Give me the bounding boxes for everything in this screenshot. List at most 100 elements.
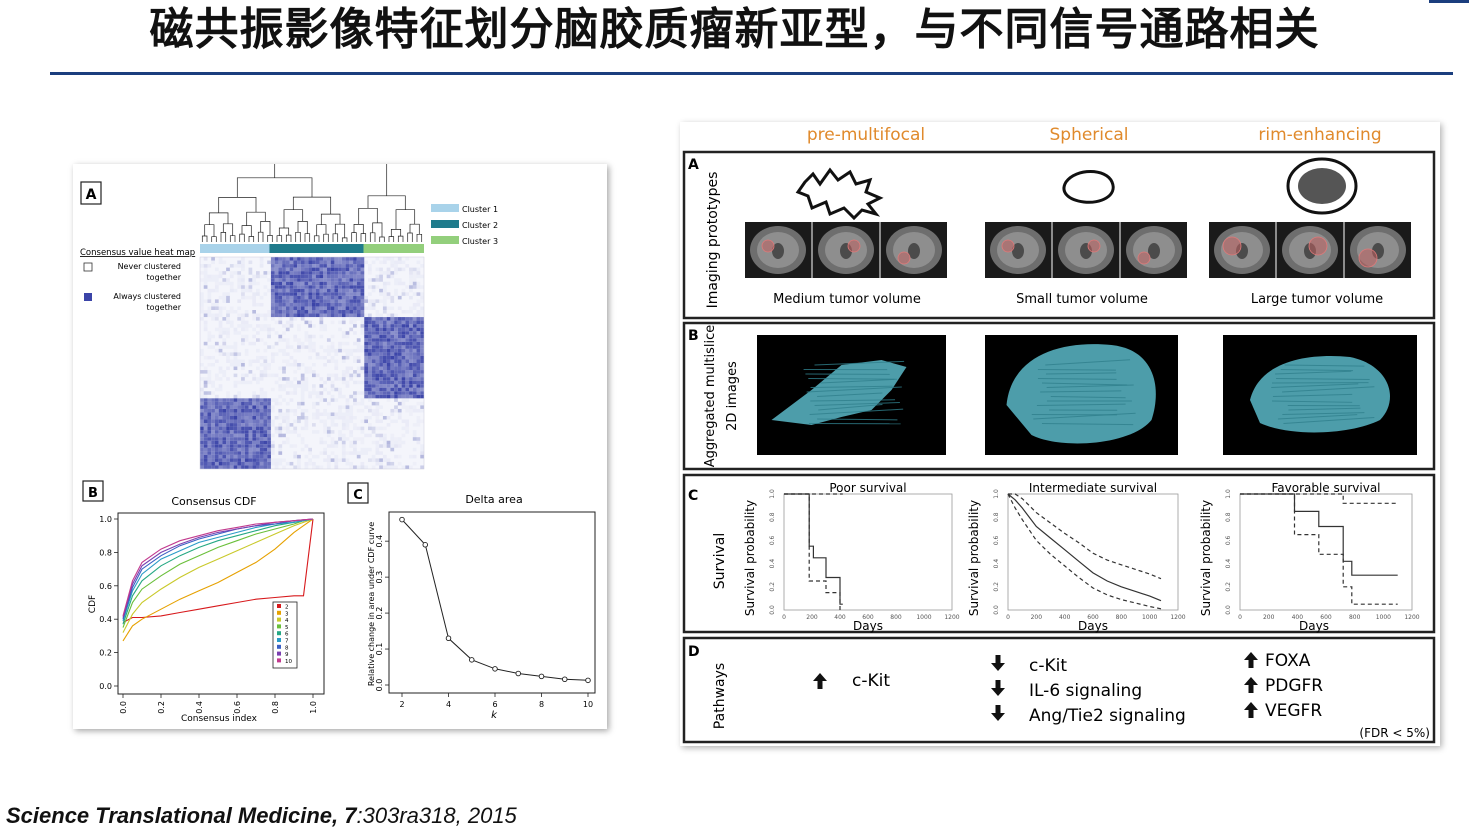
heatmap-cell [241, 426, 245, 431]
heatmap-cell [241, 408, 245, 413]
heatmap-cell [326, 444, 331, 448]
heatmap-cell [349, 267, 354, 272]
heatmap-cell [390, 334, 395, 339]
title-corner-bar [1429, 0, 1469, 3]
heatmap-cell [405, 427, 409, 431]
heatmap-cell [353, 285, 357, 289]
heatmap-cell [252, 341, 256, 346]
cdf-ytick-label: 1.0 [99, 515, 112, 524]
heatmap-cell [382, 257, 387, 261]
heatmap-cell [237, 419, 242, 424]
tumor-slice-line [1276, 378, 1370, 380]
heatmap-cell [270, 359, 275, 363]
heatmap-cell [200, 412, 204, 416]
heatmap-cell [289, 423, 294, 427]
survival-xtick-label: 200 [1263, 614, 1275, 621]
heatmap-cell [338, 416, 342, 420]
heatmap-cell [412, 405, 417, 409]
heatmap-cell [334, 458, 339, 462]
heatmap-cell [214, 313, 219, 318]
heatmap-cell [409, 412, 413, 416]
heatmap-cell [222, 416, 227, 420]
heatmap-cell [308, 285, 312, 289]
heatmap-cell [256, 412, 260, 416]
heatmap-cell [252, 302, 256, 307]
heatmap-cell [207, 433, 212, 438]
heatmap-cell [394, 366, 398, 371]
caption-medium-volume: Medium tumor volume [773, 292, 921, 307]
heatmap-cell [315, 430, 320, 434]
heatmap-cell [420, 394, 424, 399]
panel-d-frame [682, 636, 1436, 744]
heatmap-cell [405, 384, 410, 388]
heatmap-cell [412, 331, 417, 335]
heatmap-cell [289, 257, 294, 261]
heatmap-cell [233, 440, 238, 445]
tumor-slice-line [810, 399, 896, 402]
heatmap-cell [312, 274, 316, 279]
heatmap-cell [226, 292, 230, 296]
heatmap-cell [319, 334, 324, 339]
heatmap-cell [349, 327, 354, 332]
heatmap-cell [405, 320, 410, 325]
heatmap-cell [300, 437, 305, 441]
heatmap-cell [244, 444, 249, 448]
delta-line [399, 516, 591, 684]
heatmap-cell [386, 377, 391, 381]
dendrogram-branch [397, 235, 404, 242]
heatmap-cell [297, 271, 301, 275]
heatmap-cell [222, 430, 227, 434]
survival-ytick-label: 0.0 [993, 605, 1000, 615]
heatmap-cell [346, 427, 350, 431]
heatmap-cell [323, 299, 327, 303]
heatmap-cell [360, 327, 365, 332]
heatmap-cell [394, 320, 398, 325]
heatmap-cell [375, 334, 380, 339]
heatmap-cell [416, 437, 421, 441]
heatmap-cell [341, 278, 346, 282]
heatmap-cell [338, 405, 342, 409]
heatmap-cell [390, 264, 395, 268]
heatmap-cell [300, 377, 305, 381]
heatmap-cell [245, 285, 249, 289]
heatmap-cell [304, 454, 309, 459]
heatmap-cell [390, 317, 395, 321]
heatmap-cell [248, 370, 253, 374]
heatmap-cell [200, 426, 204, 431]
heatmap-cell [285, 278, 290, 282]
heatmap-cell [218, 366, 223, 371]
heatmap-cell [285, 310, 290, 314]
heatmap-cell [398, 455, 402, 459]
heatmap-cell [241, 278, 245, 282]
heatmap-cell [397, 373, 402, 378]
heatmap-cell [397, 257, 402, 261]
heatmap-cell [271, 409, 275, 413]
heatmap-cell [356, 451, 361, 455]
heatmap-cell [229, 426, 234, 431]
heatmap-cell [207, 416, 212, 420]
heatmap-cell [289, 281, 294, 286]
survival-ytick-label: 0.0 [1225, 605, 1232, 615]
heatmap-cell [252, 401, 256, 406]
heatmap-cell [368, 416, 372, 420]
heatmap-cell [259, 355, 264, 360]
heatmap-cell [229, 274, 234, 279]
heatmap-cell [218, 461, 223, 466]
heatmap-cell [412, 391, 417, 395]
heatmap-cell [402, 405, 406, 409]
dendrogram-branch [208, 212, 229, 225]
heatmap-cell [256, 317, 260, 321]
heatmap-cell [398, 441, 402, 445]
heatmap-cell [353, 271, 357, 275]
heatmap-cell [397, 317, 402, 321]
heatmap-cell [200, 391, 204, 395]
heatmap-cell [390, 380, 395, 385]
heatmap-cell [323, 313, 327, 318]
heatmap-cell [312, 288, 316, 293]
heatmap-cell [420, 420, 424, 424]
heatmap-cell [214, 288, 219, 293]
heatmap-cell [226, 447, 230, 452]
heatmap-cell [409, 285, 413, 289]
heatmap-cell [226, 465, 230, 469]
right-figure-svg: pre-multifocal Spherical rim-enhancing A… [682, 125, 1436, 744]
